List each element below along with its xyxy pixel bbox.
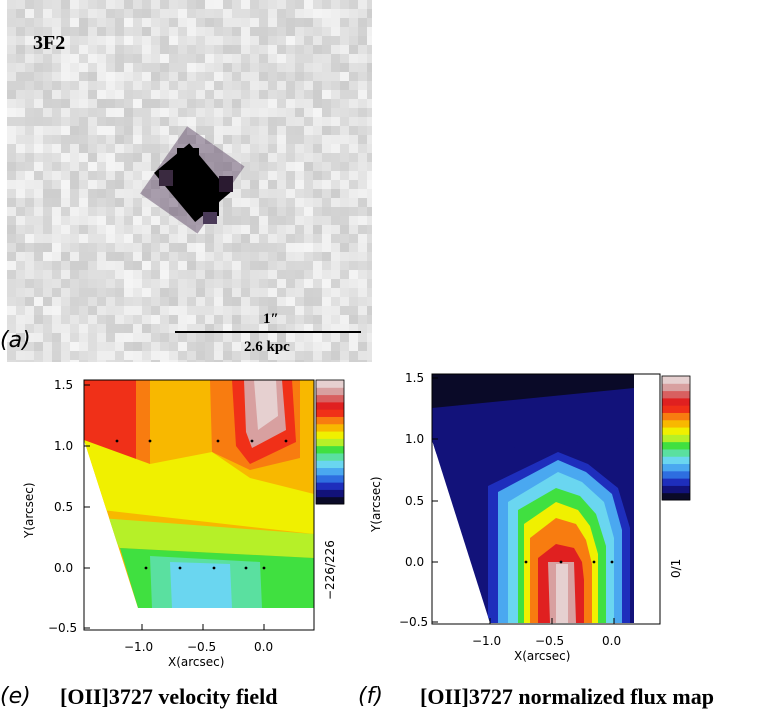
colorbar: [316, 380, 344, 505]
colorbar-segment: [662, 478, 690, 486]
panel-e-caption: [OII]3727 velocity field: [60, 684, 278, 709]
colorbar-segment: [316, 474, 344, 483]
colorbar-segment: [662, 412, 690, 421]
panel-a-label: (a): [0, 328, 31, 353]
colorbar-segment: [662, 456, 690, 465]
colorbar-segment: [662, 405, 690, 413]
x-axis-label: X(arcsec): [514, 649, 570, 663]
panel-a: 3F2 1″ 2.6 kpc: [7, 0, 376, 369]
xtick: 0.0: [254, 640, 273, 654]
ytick: 0.0: [405, 555, 424, 569]
colorbar-segment: [662, 463, 690, 472]
colorbar-segment: [316, 401, 344, 410]
ytick: −0.5: [399, 615, 428, 629]
scale-arcsec-label: 1″: [263, 311, 279, 327]
colorbar-segment: [316, 380, 344, 388]
panel-f: 1.5 1.0 0.5 0.0 −0.5 −1.0 −0.5 0.0 X(arc…: [368, 368, 768, 673]
colorbar-segment: [316, 423, 344, 432]
colorbar-segment: [316, 467, 344, 476]
panel-e: 1.5 1.0 0.5 0.0 −0.5 −1.0 −0.5 0.0 X(arc…: [0, 368, 345, 673]
y-axis-label: Y(arcsec): [22, 482, 36, 539]
colorbar-segment: [316, 489, 344, 498]
ytick: 1.0: [405, 432, 424, 446]
colorbar-range-label: −226/226: [323, 540, 337, 600]
colorbar-segment: [662, 492, 690, 501]
colorbar: [662, 376, 690, 501]
scale-bar: [175, 331, 361, 333]
colorbar-segment: [316, 496, 344, 505]
sample-points: [524, 560, 614, 564]
ytick: 1.5: [405, 371, 424, 385]
colorbar-segment: [316, 482, 344, 490]
colorbar-segment: [316, 445, 344, 454]
y-axis-label: Y(arcsec): [369, 476, 383, 533]
panel-e-label: (e): [0, 684, 31, 709]
xtick: −0.5: [187, 640, 216, 654]
ytick: 0.0: [54, 561, 73, 575]
x-axis-label: X(arcsec): [168, 655, 224, 669]
xtick: −1.0: [124, 640, 153, 654]
galaxy-core: [140, 126, 245, 234]
ytick: 1.5: [54, 378, 73, 392]
colorbar-segment: [316, 431, 344, 439]
sample-points: [115, 439, 288, 570]
colorbar-segment: [662, 397, 690, 406]
colorbar-segment: [316, 394, 344, 403]
colorbar-segment: [662, 427, 690, 435]
xtick: 0.0: [602, 634, 621, 648]
colorbar-segment: [662, 448, 690, 457]
colorbar-segment: [662, 376, 690, 384]
colorbar-segment: [662, 383, 690, 392]
object-id-label: 3F2: [33, 32, 66, 54]
panel-f-label: (f): [358, 684, 383, 709]
colorbar-segment: [316, 452, 344, 461]
ytick: 0.5: [405, 494, 424, 508]
colorbar-segment: [316, 409, 344, 417]
xtick: −1.0: [472, 634, 501, 648]
colorbar-segment: [662, 390, 690, 399]
ytick: 0.5: [54, 500, 73, 514]
colorbar-segment: [662, 441, 690, 450]
ytick: 1.0: [54, 439, 73, 453]
galaxy-image: [7, 0, 376, 369]
flux-map-plot: 1.5 1.0 0.5 0.0 −0.5 −1.0 −0.5 0.0 X(arc…: [369, 371, 691, 663]
colorbar-segment: [662, 485, 690, 494]
colorbar-segment: [316, 416, 344, 425]
colorbar-segment: [316, 387, 344, 396]
panel-f-caption: [OII]3727 normalized flux map: [420, 684, 714, 709]
ytick: −0.5: [48, 621, 77, 635]
colorbar-range-label: 0/1: [669, 559, 683, 578]
colorbar-segment: [316, 438, 344, 447]
colorbar-segment: [316, 460, 344, 469]
colorbar-segment: [662, 434, 690, 443]
xtick: −0.5: [535, 634, 564, 648]
scale-kpc-label: 2.6 kpc: [244, 339, 290, 355]
velocity-field-plot: 1.5 1.0 0.5 0.0 −0.5 −1.0 −0.5 0.0 X(arc…: [22, 378, 345, 669]
colorbar-segment: [662, 419, 690, 428]
colorbar-segment: [662, 470, 690, 479]
